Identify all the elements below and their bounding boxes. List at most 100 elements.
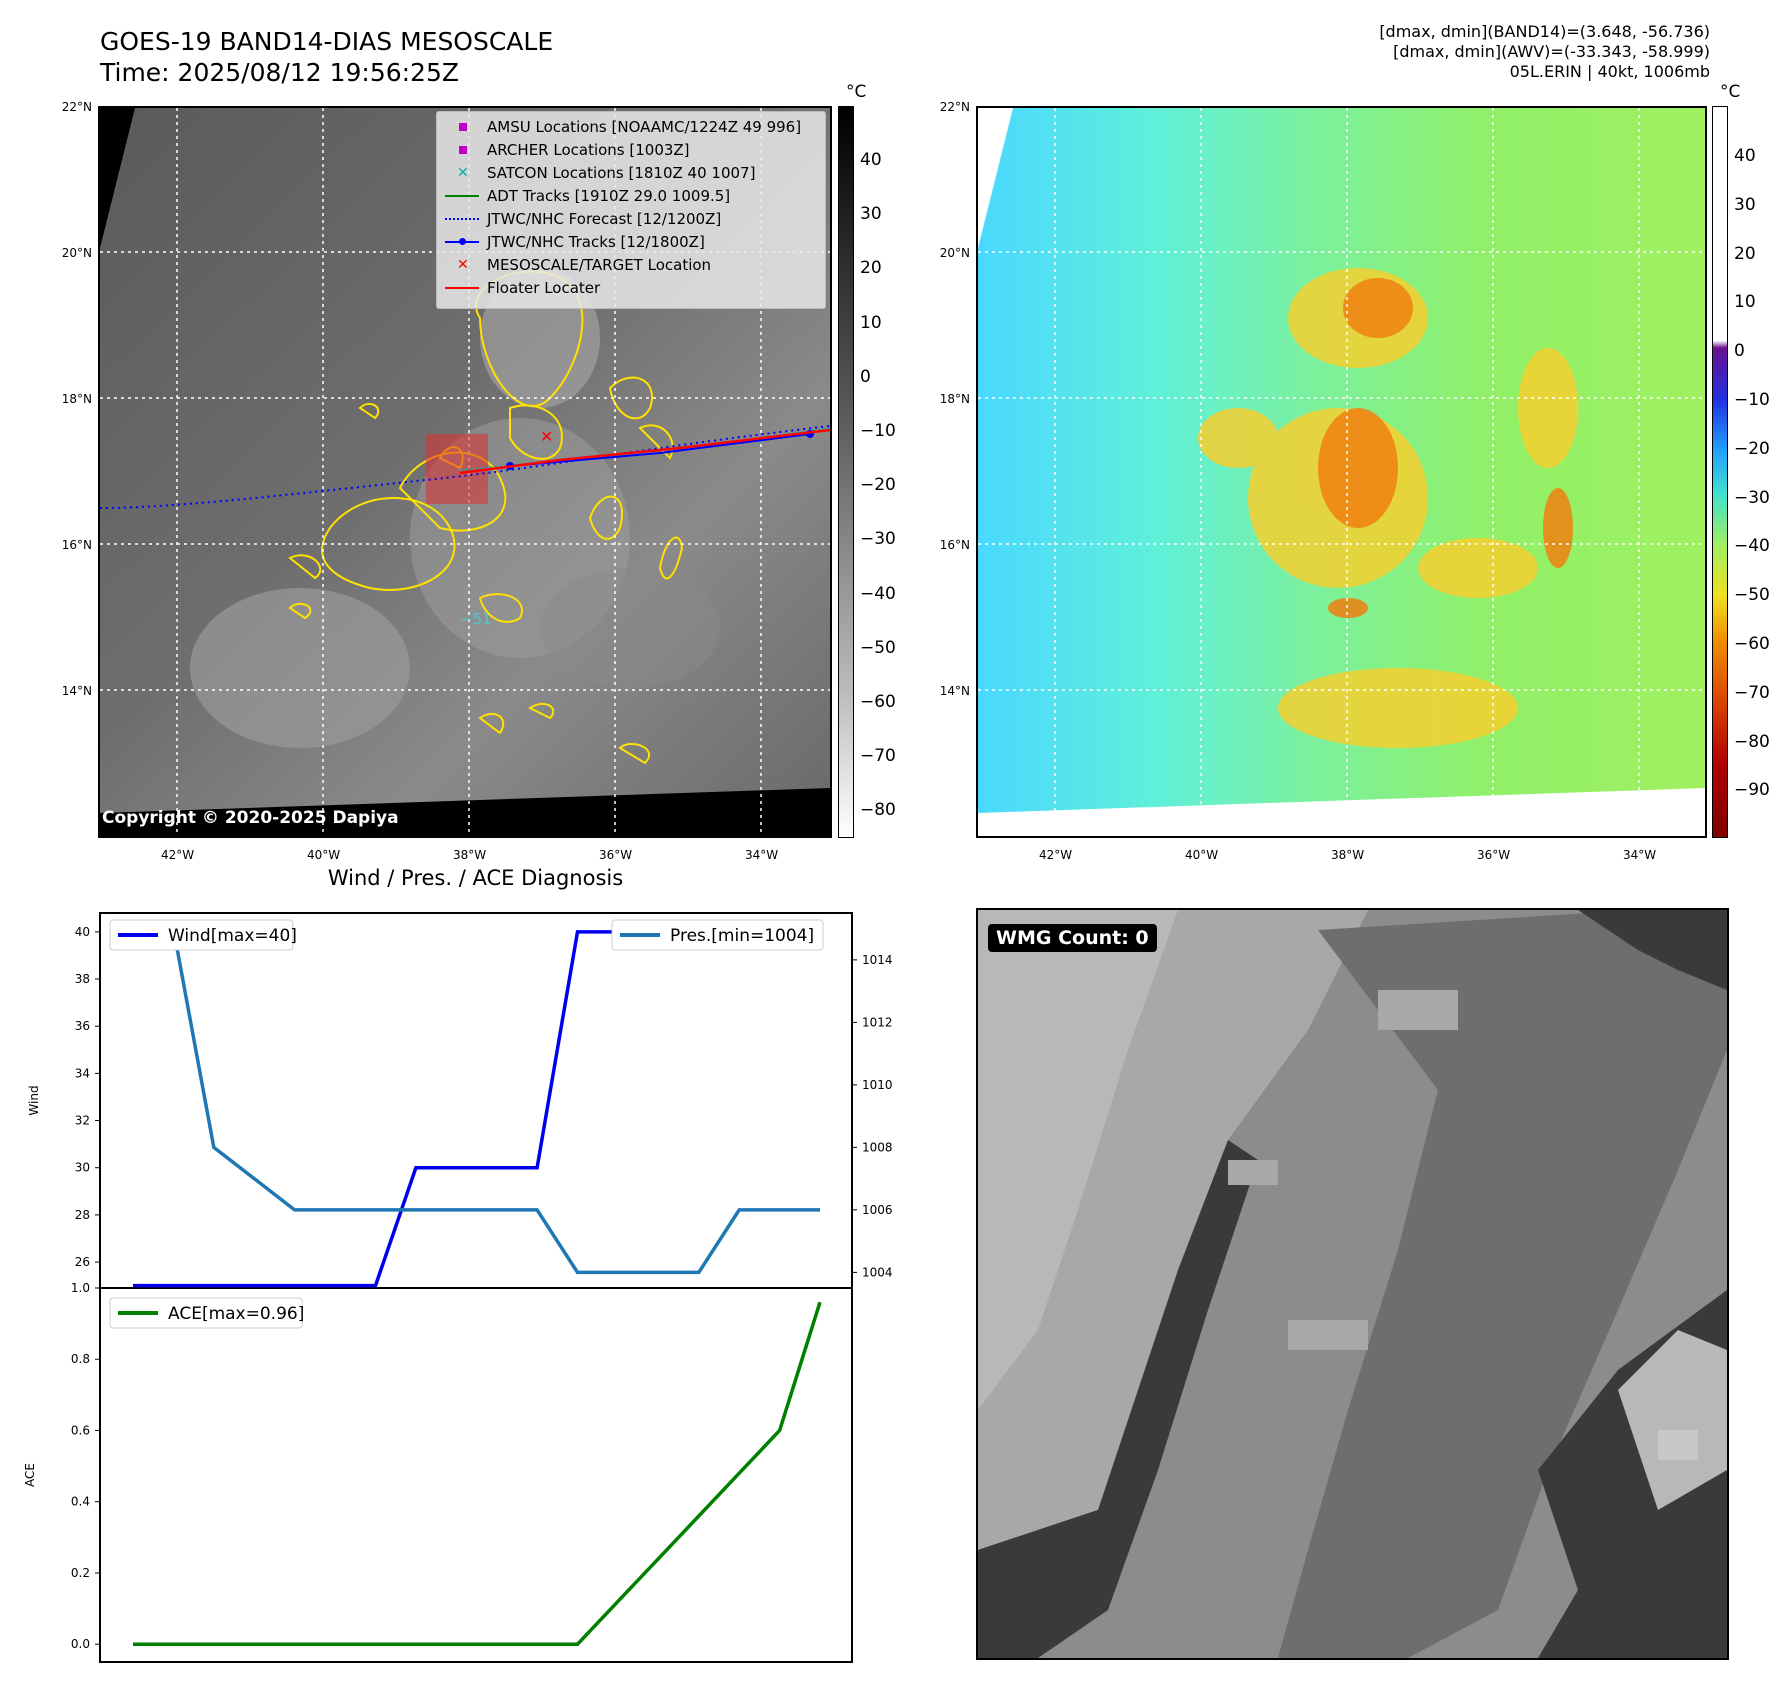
- lat-tick-label: 14°N: [939, 684, 970, 698]
- title-line1: GOES-19 BAND14-DIAS MESOSCALE: [100, 27, 554, 56]
- colorbar-tick: −50: [860, 637, 896, 658]
- lat-tick-label: 14°N: [61, 684, 92, 698]
- colorbar-tick: −70: [860, 746, 896, 767]
- pres-legend: Pres.[min=1004]: [611, 919, 824, 951]
- legend-entry: ✕ SATCON Locations [1810Z 40 1007]: [437, 162, 825, 184]
- colorbar-tick: 40: [860, 150, 882, 170]
- figure-title: GOES-19 BAND14-DIAS MESOSCALE Time: 2025…: [100, 26, 553, 88]
- lon-tick-label: 42°W: [1039, 848, 1073, 862]
- wmg-count-label: WMG Count: 0: [988, 924, 1157, 952]
- ace-axis-label: ACE: [23, 1463, 37, 1487]
- diagnosis-chart: 40 38 36 34 32 30 28 26 1014 1012 1010 1008 1006 1004…: [23, 912, 893, 1663]
- ir-map-panel: ✕ −51 Copyright © 2020-2025 Dapiya AMSU …: [98, 106, 832, 838]
- copyright-text: Copyright © 2020-2025 Dapiya: [102, 808, 399, 828]
- ir-legend: AMSU Locations [NOAAMC/1224Z 49 996] ARCH…: [436, 111, 826, 309]
- pres-tick-label: 1010: [862, 1078, 893, 1092]
- legend-entry: JTWC/NHC Tracks [12/1800Z]: [437, 231, 825, 253]
- legend-symbol: [443, 185, 483, 207]
- wind-axis-label: Wind: [27, 1085, 41, 1115]
- legend-symbol: ✕: [457, 257, 469, 273]
- awv-colorbar: [1712, 106, 1728, 838]
- lon-tick-label: 38°W: [453, 848, 487, 862]
- ace-tick-label: 0.4: [71, 1495, 90, 1509]
- legend-label: AMSU Locations [NOAAMC/1224Z 49 996]: [487, 118, 802, 136]
- colorbar-tick: 10: [1734, 292, 1756, 313]
- wind-tick-label: 26: [75, 1255, 90, 1269]
- legend-entry: JTWC/NHC Forecast [12/1200Z]: [437, 208, 825, 230]
- legend-entry: ADT Tracks [1910Z 29.0 1009.5]: [437, 185, 825, 207]
- storm-temp-label: −51: [460, 610, 492, 628]
- colorbar-tick: 30: [860, 204, 882, 225]
- lat-tick-label: 22°N: [61, 100, 92, 114]
- ace-tick-label: 0.8: [71, 1352, 90, 1366]
- colorbar-tick: 0: [1734, 341, 1745, 362]
- lat-tick-label: 20°N: [61, 246, 92, 260]
- wind-tick-label: 28: [75, 1208, 90, 1222]
- pres-tick-label: 1008: [862, 1140, 893, 1154]
- legend-label: ADT Tracks [1910Z 29.0 1009.5]: [487, 187, 731, 205]
- wind-tick-label: 40: [75, 925, 90, 939]
- lon-tick-label: 40°W: [307, 848, 341, 862]
- wind-legend: Wind[max=40]: [109, 919, 297, 951]
- legend-symbol: [443, 139, 483, 161]
- lon-tick-label: 40°W: [1185, 848, 1219, 862]
- ace-tick-label: 1.0: [71, 1281, 90, 1295]
- colorbar-tick: −30: [1734, 487, 1770, 508]
- svg-text:✕: ✕: [540, 427, 553, 446]
- wind-tick-label: 36: [75, 1019, 90, 1033]
- colorbar-tick: −70: [1734, 682, 1770, 703]
- ir-colorbar: [838, 106, 854, 838]
- svg-text:Wind[max=40]: Wind[max=40]: [168, 926, 297, 946]
- colorbar-tick: −50: [1734, 585, 1770, 606]
- legend-label: JTWC/NHC Tracks [12/1800Z]: [487, 233, 705, 251]
- ace-tick-label: 0.2: [71, 1566, 90, 1580]
- awv-map-image: [978, 108, 1705, 836]
- legend-label: Floater Locater: [487, 279, 601, 297]
- colorbar-tick: −10: [1734, 390, 1770, 410]
- colorbar-tick: −30: [860, 529, 896, 550]
- lon-tick-label: 36°W: [1477, 848, 1511, 862]
- colorbar-tick: −20: [1734, 438, 1770, 459]
- ir-colorbar-unit: °C: [846, 82, 867, 102]
- wind-tick-label: 34: [75, 1066, 90, 1080]
- colorbar-tick: −80: [860, 800, 896, 821]
- pres-tick-label: 1006: [862, 1203, 893, 1217]
- wind-pres-axes: [99, 912, 853, 1289]
- colorbar-tick: 0: [860, 366, 871, 387]
- wind-tick-label: 38: [75, 972, 90, 986]
- diagnosis-title: Wind / Pres. / ACE Diagnosis: [327, 866, 624, 890]
- legend-symbol: [443, 208, 483, 230]
- ace-tick-label: 0.0: [71, 1637, 90, 1651]
- lat-tick-label: 22°N: [939, 100, 970, 114]
- colorbar-tick: 20: [860, 258, 882, 279]
- colorbar-tick: 20: [1734, 243, 1756, 264]
- info-band14: [dmax, dmin](BAND14)=(3.648, -56.736): [1379, 22, 1710, 41]
- svg-text:Pres.[min=1004]: Pres.[min=1004]: [670, 926, 814, 946]
- ace-tick-label: 0.6: [71, 1423, 90, 1437]
- legend-entry: ARCHER Locations [1003Z]: [437, 139, 825, 161]
- legend-entry: AMSU Locations [NOAAMC/1224Z 49 996]: [437, 116, 825, 138]
- pressure-series-line: [133, 926, 820, 1275]
- legend-entry: ✕ MESOSCALE/TARGET Location: [437, 254, 825, 276]
- lon-tick-label: 36°W: [599, 848, 633, 862]
- colorbar-tick: −10: [860, 421, 896, 441]
- colorbar-tick: −20: [860, 475, 896, 496]
- wind-tick-label: 32: [75, 1114, 90, 1128]
- wind-tick-label: 30: [75, 1161, 90, 1175]
- awv-map-panel: [976, 106, 1707, 838]
- legend-entry: Floater Locater: [437, 277, 825, 299]
- colorbar-tick: −40: [860, 583, 896, 604]
- legend-label: SATCON Locations [1810Z 40 1007]: [487, 164, 756, 182]
- colorbar-tick: 30: [1734, 194, 1756, 215]
- colorbar-tick: 40: [1734, 146, 1756, 166]
- lon-tick-label: 34°W: [1623, 848, 1657, 862]
- wmg-panel: WMG Count: 0: [976, 908, 1729, 1660]
- lat-tick-label: 16°N: [61, 538, 92, 552]
- colorbar-tick: −40: [1734, 536, 1770, 557]
- storm-info: [dmax, dmin](BAND14)=(3.648, -56.736) [d…: [1379, 22, 1710, 82]
- lon-tick-label: 34°W: [745, 848, 779, 862]
- lat-tick-label: 18°N: [939, 392, 970, 406]
- colorbar-tick: −80: [1734, 731, 1770, 752]
- colorbar-tick: 10: [860, 312, 882, 333]
- colorbar-tick: −90: [1734, 780, 1770, 801]
